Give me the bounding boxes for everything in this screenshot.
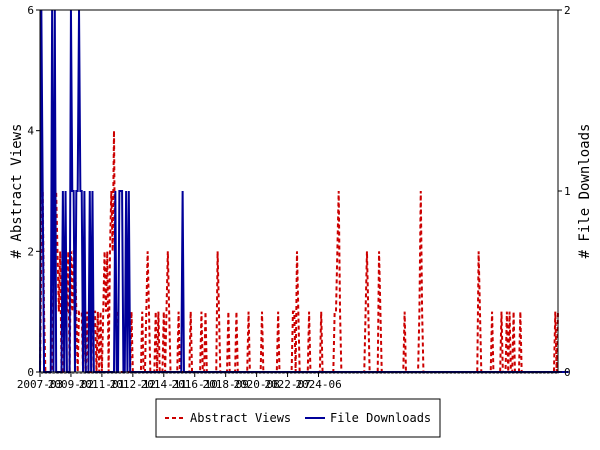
x-tick-label: 2012-12	[110, 378, 156, 391]
x-tick-label: 2020-08	[233, 378, 279, 391]
legend-box	[155, 398, 441, 438]
x-tick-label: 2014-11	[141, 378, 187, 391]
y-tick-label-right: 0	[564, 366, 571, 379]
series-layer	[39, 9, 569, 373]
legend-label-abstract-views: Abstract Views	[190, 411, 291, 425]
y-axis-title-right: # File Downloads	[577, 124, 593, 259]
y-tick-label-right: 2	[564, 4, 571, 17]
legend-label-file-downloads: File Downloads	[330, 411, 431, 425]
x-tick-label: 2009-02	[48, 378, 94, 391]
x-tick-label: 2016-10	[172, 378, 218, 391]
series-line-file-downloads	[39, 9, 569, 373]
x-tick-label: 2007-03	[17, 378, 63, 391]
y-tick-label-right: 1	[564, 185, 571, 198]
tick-labels: 0 2 4 6 0 1 2 2007-032009-022011-012012-122014-…	[17, 4, 571, 391]
y-axis-title-left: # Abstract Views	[9, 124, 25, 259]
x-tick-label: 2018-09	[202, 378, 248, 391]
y-tick-label-left: 2	[27, 245, 34, 258]
axes	[36, 9, 562, 377]
y-tick-label-left: 4	[27, 125, 34, 138]
x-tick-label: 2011-01	[79, 378, 125, 391]
x-tick-label: 2022-07	[264, 378, 310, 391]
y-tick-label-left: 6	[27, 4, 34, 17]
x-tick-label: 2024-06	[295, 378, 341, 391]
legend: Abstract Views File Downloads	[155, 398, 441, 438]
y-tick-label-left: 0	[27, 366, 34, 379]
